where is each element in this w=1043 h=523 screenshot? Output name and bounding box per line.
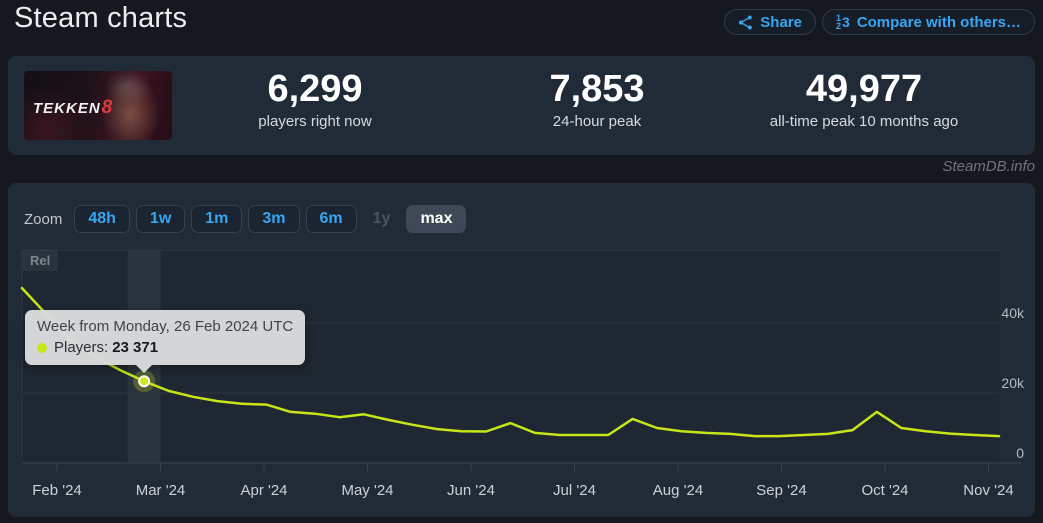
share-button[interactable]: Share (724, 9, 816, 35)
alltime-peak-label: all-time peak 10 months ago (769, 113, 959, 130)
x-axis-label: Feb '24 (32, 482, 82, 499)
page-title: Steam charts (14, 2, 188, 34)
x-axis-label: Aug '24 (653, 482, 703, 499)
y-axis-label: 20k (1001, 375, 1025, 391)
zoom-6m-button[interactable]: 6m (305, 205, 357, 233)
stat-current-players: 6,299 players right now (185, 69, 445, 130)
stat-24h-peak: 7,853 24-hour peak (467, 69, 727, 130)
y-axis-label: 40k (1001, 305, 1025, 321)
share-icon (739, 15, 753, 29)
tooltip-value: 23 371 (112, 339, 159, 356)
current-players-value: 6,299 (267, 68, 363, 110)
steamdb-watermark: SteamDB.info (942, 158, 1035, 175)
x-axis-label: Jul '24 (553, 482, 596, 499)
players-series-line (20, 286, 1001, 438)
tooltip-series-row: Players: 23 371 (37, 339, 293, 356)
compare-button-label: Compare with others… (856, 13, 1021, 31)
chart-panel: Zoom 48h 1w 1m 3m 6m 1y max 40k 20k 0 Feb '… (8, 183, 1035, 517)
x-axis-label: Oct '24 (861, 482, 908, 499)
x-axis-label: May '24 (341, 482, 393, 499)
stats-panel: TEKKEN8 6,299 players right now 7,853 24… (8, 56, 1035, 155)
zoom-toolbar: Zoom 48h 1w 1m 3m 6m 1y max (24, 205, 472, 233)
zoom-1y-button: 1y (363, 205, 401, 233)
alltime-peak-value: 49,977 (805, 68, 923, 110)
game-logo: TEKKEN8 (33, 97, 112, 119)
share-button-label: Share (760, 13, 802, 31)
stat-alltime-peak: 49,977 all-time peak 10 months ago (734, 69, 994, 130)
chart-tooltip: Week from Monday, 26 Feb 2024 UTC Player… (25, 310, 306, 373)
game-logo-number: 8 (101, 97, 113, 118)
24h-peak-value: 7,853 (549, 68, 645, 110)
x-axis-label: Apr '24 (240, 482, 287, 499)
zoom-max-button[interactable]: max (406, 205, 467, 233)
series-marker-dot (37, 342, 47, 353)
24h-peak-label: 24-hour peak (552, 113, 642, 130)
x-axis-label: Jun '24 (447, 482, 495, 499)
tooltip-series-label: Players: (54, 339, 109, 356)
current-players-label: players right now (258, 113, 372, 130)
zoom-48h-button[interactable]: 48h (74, 205, 130, 233)
y-axis-label: 0 (1016, 445, 1024, 461)
zoom-3m-button[interactable]: 3m (248, 205, 300, 233)
game-logo-text: TEKKEN (33, 100, 101, 117)
tooltip-title: Week from Monday, 26 Feb 2024 UTC (37, 318, 294, 335)
release-flag[interactable]: Rel (22, 250, 59, 271)
zoom-1m-button[interactable]: 1m (191, 205, 243, 233)
x-axis-label: Sep '24 (756, 482, 806, 499)
selected-point-marker[interactable] (138, 375, 151, 388)
game-capsule-image[interactable]: TEKKEN8 (24, 71, 172, 140)
zoom-label: Zoom (24, 210, 63, 228)
x-axis-label: Mar '24 (136, 482, 186, 499)
x-axis-label: Nov '24 (963, 482, 1013, 499)
zoom-1w-button[interactable]: 1w (135, 205, 186, 233)
